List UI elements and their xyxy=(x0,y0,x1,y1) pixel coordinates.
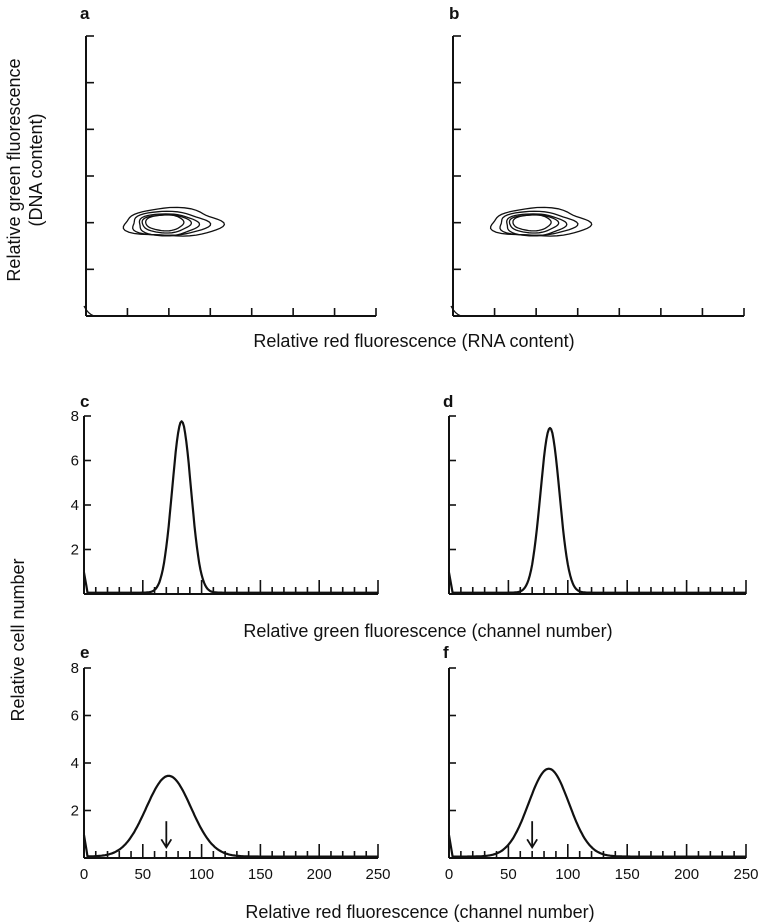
x-tick-label: 100 xyxy=(189,866,214,883)
contour-level-4 xyxy=(508,214,560,234)
histogram-panel-d xyxy=(447,415,747,595)
histogram-curve-1 xyxy=(447,426,746,594)
x-tick-label: 50 xyxy=(500,866,517,883)
x-tick-label: 250 xyxy=(733,866,758,883)
contour-panel-b xyxy=(450,35,745,317)
x-tick-label: 50 xyxy=(134,866,151,883)
contour-level-4 xyxy=(141,214,192,234)
y-tick-label: 4 xyxy=(71,497,79,514)
contour-level-2 xyxy=(499,210,579,236)
origin-mark xyxy=(83,305,95,317)
y-tick-label: 4 xyxy=(71,755,79,772)
arrow-head xyxy=(160,838,173,850)
middle-x-axis-title: Relative green fluorescence (channel num… xyxy=(243,621,612,641)
histogram-panel-f: 0 50 100 150 200 250 xyxy=(445,667,759,883)
panel-letter-f: f xyxy=(443,643,449,662)
contour-level-3 xyxy=(506,213,568,237)
arrow-head xyxy=(526,838,538,850)
cell-number-axis-title: Relative cell number xyxy=(8,558,28,721)
panel-letter-a: a xyxy=(80,4,90,23)
contour-level-5 xyxy=(512,214,552,232)
x-tick-label: 250 xyxy=(365,866,390,883)
x-tick-label: 150 xyxy=(248,866,273,883)
x-tick-label: 200 xyxy=(674,866,699,883)
y-tick-label: 6 xyxy=(71,453,79,470)
histogram-panel-e: 2 4 6 8 0 50 100 150 200 250 xyxy=(71,660,391,883)
x-tick-label: 200 xyxy=(307,866,332,883)
histogram-curve-1 xyxy=(447,767,746,858)
y-tick-label: 2 xyxy=(71,542,79,559)
contour-level-3 xyxy=(138,213,201,237)
contour-level-5 xyxy=(145,214,185,232)
y-tick-label: 8 xyxy=(71,408,79,425)
histogram-panel-c: 2 4 6 8 xyxy=(71,408,379,595)
contour-level-2 xyxy=(132,210,212,236)
contour-level-1 xyxy=(122,206,226,237)
contour-panel-a xyxy=(83,35,377,317)
x-tick-label: 0 xyxy=(80,866,88,883)
histogram-curve-1 xyxy=(82,774,378,858)
top-y-axis-title-line1: Relative green fluorescence xyxy=(4,58,24,281)
histogram-curve-1 xyxy=(82,420,378,594)
x-tick-label: 150 xyxy=(615,866,640,883)
top-x-axis-title: Relative red fluorescence (RNA content) xyxy=(253,331,574,351)
panel-letter-c: c xyxy=(80,392,89,411)
contour-level-1 xyxy=(489,206,593,237)
panel-letter-b: b xyxy=(449,4,459,23)
origin-mark xyxy=(450,305,462,317)
y-tick-label: 6 xyxy=(71,708,79,725)
panel-letter-d: d xyxy=(443,392,453,411)
bottom-x-axis-title: Relative red fluorescence (channel numbe… xyxy=(245,902,594,922)
y-tick-label: 2 xyxy=(71,803,79,820)
x-tick-label: 100 xyxy=(555,866,580,883)
x-tick-label: 0 xyxy=(445,866,453,883)
top-y-axis-title-line2: (DNA content) xyxy=(26,113,46,226)
panel-letter-e: e xyxy=(80,643,89,662)
y-tick-label: 8 xyxy=(71,660,79,677)
